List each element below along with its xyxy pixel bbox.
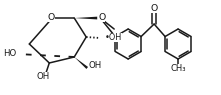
Text: OH: OH (37, 72, 50, 81)
Text: O: O (151, 4, 158, 13)
Polygon shape (74, 57, 88, 69)
Polygon shape (74, 17, 97, 19)
Text: HO: HO (3, 49, 16, 59)
Text: CH₃: CH₃ (170, 64, 186, 73)
Text: O: O (98, 13, 105, 22)
Text: O: O (48, 13, 55, 22)
Text: OH: OH (88, 61, 101, 70)
Text: •OH: •OH (105, 32, 122, 42)
